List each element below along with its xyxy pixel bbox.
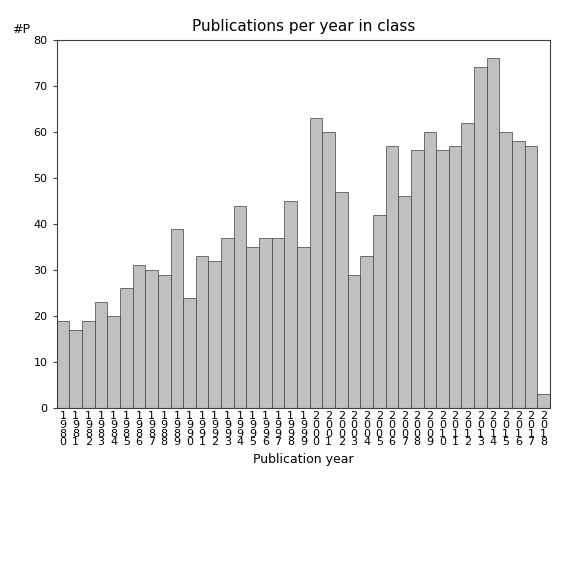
Bar xyxy=(348,274,360,408)
Bar xyxy=(95,302,107,408)
Text: #P: #P xyxy=(12,23,30,36)
Bar xyxy=(449,146,462,408)
Bar xyxy=(398,196,411,408)
Bar xyxy=(411,150,424,408)
Bar xyxy=(462,122,474,408)
Bar xyxy=(107,316,120,408)
Bar xyxy=(57,321,69,408)
Bar xyxy=(322,132,335,408)
Bar xyxy=(183,298,196,408)
Bar xyxy=(297,247,310,408)
Bar xyxy=(272,238,285,408)
Bar xyxy=(474,67,486,408)
Bar xyxy=(120,289,133,408)
Bar xyxy=(209,261,221,408)
Bar xyxy=(310,118,322,408)
Bar xyxy=(386,146,398,408)
Bar xyxy=(486,58,500,408)
Bar xyxy=(360,256,373,408)
Bar xyxy=(436,150,449,408)
Bar xyxy=(524,146,538,408)
Bar xyxy=(500,132,512,408)
Bar xyxy=(69,330,82,408)
Bar xyxy=(512,141,524,408)
Bar xyxy=(424,132,436,408)
Bar xyxy=(171,229,183,408)
Bar xyxy=(285,201,297,408)
Bar xyxy=(158,274,171,408)
Bar xyxy=(82,321,95,408)
Bar xyxy=(538,395,550,408)
Title: Publications per year in class: Publications per year in class xyxy=(192,19,415,35)
Bar xyxy=(234,205,247,408)
X-axis label: Publication year: Publication year xyxy=(253,453,354,466)
Bar xyxy=(145,270,158,408)
Bar xyxy=(335,192,348,408)
Bar xyxy=(373,215,386,408)
Bar xyxy=(259,238,272,408)
Bar xyxy=(133,265,145,408)
Bar xyxy=(247,247,259,408)
Bar xyxy=(196,256,209,408)
Bar xyxy=(221,238,234,408)
